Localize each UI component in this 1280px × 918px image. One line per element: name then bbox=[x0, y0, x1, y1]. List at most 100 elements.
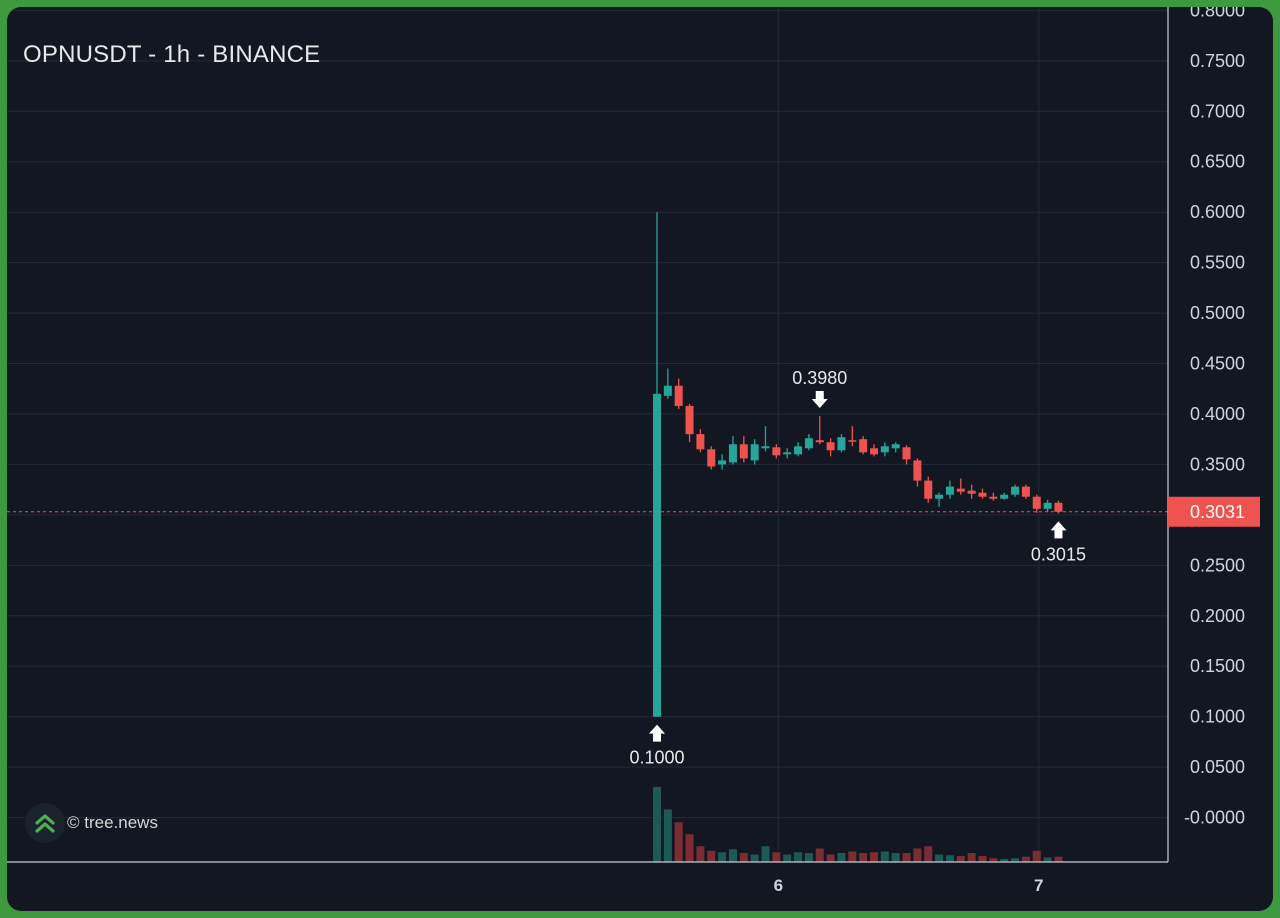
candle-body bbox=[1021, 486, 1030, 497]
candle-body bbox=[978, 492, 987, 497]
candle-body bbox=[891, 444, 900, 449]
volume-bar bbox=[956, 856, 965, 862]
candle-body bbox=[772, 447, 781, 456]
volume-bar bbox=[1000, 859, 1009, 862]
arrow-up-icon bbox=[649, 724, 665, 742]
grid bbox=[7, 7, 1168, 862]
volume-bar bbox=[924, 846, 933, 862]
volume-bar bbox=[880, 851, 889, 862]
arrow-down-icon bbox=[811, 391, 828, 409]
y-tick-label: 0.2000 bbox=[1190, 606, 1245, 626]
candle-body bbox=[913, 460, 922, 481]
candle-body bbox=[902, 447, 911, 460]
volume-bar bbox=[663, 809, 672, 862]
y-tick-label: 0.6500 bbox=[1190, 152, 1245, 172]
volume-bar bbox=[815, 848, 824, 862]
volume-bar bbox=[1032, 850, 1041, 862]
volume-bar bbox=[870, 852, 878, 862]
candle-body bbox=[837, 437, 846, 451]
volume-bar bbox=[978, 856, 987, 862]
volume-bar bbox=[1043, 857, 1052, 862]
candle-body bbox=[663, 385, 672, 396]
candle-body bbox=[945, 486, 954, 495]
candle-body bbox=[870, 448, 878, 455]
volume-bar bbox=[728, 849, 737, 862]
y-tick-label: -0.0000 bbox=[1184, 808, 1245, 828]
y-tick-label: 0.5000 bbox=[1190, 303, 1245, 323]
volume-bar bbox=[902, 853, 911, 862]
y-tick-label: 0.4500 bbox=[1190, 354, 1245, 374]
candle-body bbox=[1000, 494, 1009, 499]
volume-bar bbox=[913, 848, 922, 862]
volume-bar bbox=[707, 850, 716, 862]
volume-bar bbox=[1021, 856, 1030, 862]
volume-bar bbox=[794, 852, 803, 862]
volume-bar bbox=[1011, 858, 1020, 862]
volume-bar bbox=[750, 854, 759, 862]
price-axis: 0.8000 0.7500 0.7000 0.6500 0.6000 0.5500 0.50… bbox=[7, 7, 1260, 863]
candle-body bbox=[653, 393, 661, 717]
candle-body bbox=[924, 480, 933, 499]
volume-bar bbox=[935, 854, 944, 862]
candle-body bbox=[685, 405, 694, 435]
volume-bar bbox=[696, 846, 705, 862]
candle-body bbox=[1011, 486, 1020, 495]
y-tick-label: 0.0500 bbox=[1190, 757, 1245, 777]
annotation-label: 0.1000 bbox=[629, 748, 684, 768]
y-tick-label: 0.5500 bbox=[1190, 253, 1245, 273]
volume-bar bbox=[837, 853, 846, 862]
volume-bar bbox=[739, 853, 748, 862]
volume-bar bbox=[718, 852, 727, 862]
annotation-label: 0.3015 bbox=[1031, 544, 1086, 564]
annotations: 0.1000 0.3980 0.3015 bbox=[7, 368, 1168, 768]
candle-body bbox=[1043, 502, 1052, 509]
x-tick-label: 6 bbox=[774, 876, 783, 895]
volume-bar bbox=[1054, 856, 1063, 862]
y-tick-label: 0.6000 bbox=[1190, 202, 1245, 222]
volume-bar bbox=[945, 855, 954, 862]
candle-body bbox=[674, 385, 683, 406]
candles bbox=[653, 212, 1063, 717]
volume-bar bbox=[685, 834, 694, 862]
last-price-label: 0.3031 bbox=[1190, 502, 1245, 522]
watermark: © tree.news bbox=[25, 803, 158, 843]
candle-body bbox=[880, 446, 889, 453]
volume-bars bbox=[653, 787, 1063, 862]
candle-body bbox=[815, 440, 824, 443]
y-tick-label: 0.3500 bbox=[1190, 454, 1245, 474]
volume-bar bbox=[891, 853, 900, 862]
y-tick-label: 0.4000 bbox=[1190, 404, 1245, 424]
candle-body bbox=[956, 488, 965, 492]
candle-body bbox=[783, 452, 792, 455]
chart-frame: 0.1000 0.3980 0.3015 0.8000 0.7500 0.7000 0.6… bbox=[7, 7, 1273, 911]
candle-body bbox=[1054, 502, 1063, 512]
candle-body bbox=[1032, 496, 1041, 509]
y-tick-label: 0.2500 bbox=[1190, 555, 1245, 575]
candlestick-chart[interactable]: 0.1000 0.3980 0.3015 0.8000 0.7500 0.7000 0.6… bbox=[7, 7, 1273, 911]
annotation-label: 0.3980 bbox=[792, 368, 847, 388]
double-chevron-up-icon bbox=[35, 814, 55, 833]
volume-bar bbox=[761, 846, 770, 862]
y-tick-label: 0.1500 bbox=[1190, 656, 1245, 676]
chart-title: OPNUSDT - 1h - BINANCE bbox=[23, 41, 321, 68]
candle-body bbox=[804, 438, 813, 449]
volume-bar bbox=[826, 854, 835, 862]
logo-badge bbox=[25, 803, 65, 843]
candle-body bbox=[761, 446, 770, 449]
candle-body bbox=[848, 440, 857, 442]
candle-body bbox=[718, 460, 727, 465]
volume-bar bbox=[653, 787, 661, 862]
arrow-up-icon bbox=[1050, 521, 1067, 539]
volume-bar bbox=[967, 853, 976, 862]
volume-bar bbox=[674, 822, 683, 862]
volume-bar bbox=[859, 853, 868, 862]
candle-body bbox=[826, 442, 835, 451]
x-tick-label: 7 bbox=[1034, 876, 1043, 895]
volume-bar bbox=[804, 853, 813, 862]
candle-body bbox=[728, 444, 737, 463]
volume-bar bbox=[989, 858, 998, 862]
volume-bar bbox=[848, 851, 857, 862]
candle-body bbox=[989, 496, 998, 499]
y-tick-label: 0.8000 bbox=[1190, 7, 1245, 20]
volume-bar bbox=[783, 854, 792, 862]
